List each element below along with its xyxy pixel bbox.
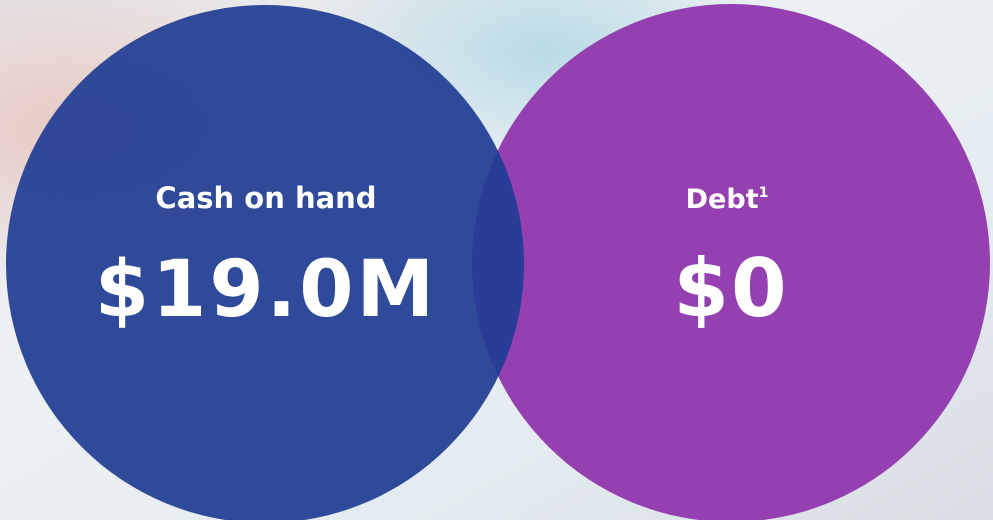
cash-label: Cash on hand — [155, 181, 376, 215]
debt-label-group: Debt1 — [686, 184, 769, 215]
debt-label: Debt — [686, 184, 759, 215]
debt-footnote: 1 — [759, 185, 769, 201]
cash-value: $19.0M — [95, 245, 437, 335]
cash-circle — [6, 5, 524, 520]
debt-circle — [472, 4, 990, 520]
debt-value: $0 — [673, 242, 788, 335]
